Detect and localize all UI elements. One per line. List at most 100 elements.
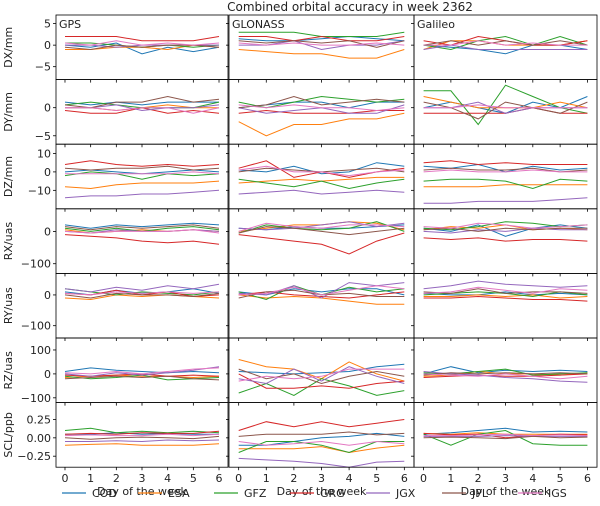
- legend-label: GRG: [320, 487, 345, 500]
- y-tick-label: 100: [30, 344, 51, 357]
- series-line-jgx: [423, 371, 588, 383]
- series-line-esa: [64, 180, 220, 190]
- panel-0-2: Galileo: [411, 14, 598, 83]
- series-line-igs: [65, 107, 220, 114]
- series-line-jpl: [64, 292, 220, 299]
- x-tick-label: 6: [401, 472, 408, 485]
- x-tick-label: 3: [139, 472, 146, 485]
- series-line-jpl: [238, 95, 405, 109]
- legend-item-jpl: JPL: [442, 487, 489, 500]
- series-line-grg: [423, 373, 588, 378]
- panel-3-0: −100 0: [21, 208, 229, 277]
- series-line-cod: [238, 162, 405, 175]
- x-tick-label: 4: [346, 472, 353, 485]
- x-tick-label: 6: [216, 472, 223, 485]
- series-line-igs: [64, 229, 220, 234]
- series-line-jpl: [423, 435, 588, 440]
- series-line-grg: [65, 36, 220, 42]
- series-line-jgx: [238, 221, 405, 231]
- series-line-igs: [423, 169, 588, 173]
- series-line-igs: [64, 291, 220, 296]
- panel-4-0: −100 0: [21, 272, 229, 341]
- legend-item-jgx: JGX: [366, 487, 416, 500]
- legend-label: IGS: [548, 487, 567, 500]
- chart-title: Combined orbital accuracy in week 2362: [227, 0, 473, 14]
- series-line-igs: [64, 367, 220, 375]
- series-line-igs: [423, 104, 588, 109]
- series-line-jpl: [423, 372, 588, 376]
- series-line-grg: [238, 373, 405, 389]
- legend-item-grg: GRG: [290, 487, 345, 500]
- series-line-jpl: [64, 165, 220, 171]
- ylabel-6: SCL/ppb: [2, 412, 15, 457]
- panel-frame: [55, 143, 229, 210]
- series-line-cod: [238, 363, 405, 375]
- series-line-jpl: [423, 288, 588, 294]
- series-line-gfz: [238, 31, 405, 37]
- ylabel-1: DY/mm: [2, 92, 15, 132]
- series-line-jgx: [65, 439, 220, 443]
- series-line-jpl: [64, 375, 220, 381]
- series-line-igs: [64, 433, 220, 437]
- series-line-jgx: [423, 197, 588, 204]
- panel-2-1: [226, 143, 415, 212]
- x-tick-label: 3: [502, 472, 509, 485]
- x-tick-label: 5: [557, 472, 564, 485]
- legend-item-igs: IGS: [518, 487, 567, 500]
- y-tick-label: 0.25: [27, 413, 52, 426]
- series-line-gfz: [64, 427, 220, 434]
- x-tick-label: 4: [529, 472, 536, 485]
- series-line-esa: [423, 184, 588, 188]
- x-tick-label: 1: [263, 472, 270, 485]
- series-line-grg: [64, 234, 220, 245]
- panel-frame: [228, 143, 415, 210]
- series-line-igs: [238, 222, 405, 232]
- series-line-cod: [64, 222, 220, 229]
- xlabel: Day of the week: [277, 485, 367, 498]
- ylabel-3: RX/uas: [2, 222, 15, 261]
- ylabel-4: RY/uas: [2, 287, 15, 324]
- panel-6-0: −0.25 0.00 0.25 0 1 2 3 4 5 6 Day of the week: [17, 402, 229, 498]
- series-line-grg: [423, 237, 588, 242]
- panel-0-1: GLONASS: [226, 14, 415, 83]
- series-line-grg: [64, 160, 220, 167]
- panel-5-2: [411, 337, 598, 406]
- series-line-igs: [238, 104, 405, 112]
- y-tick-label: −100: [21, 258, 51, 271]
- series-line-cod: [64, 42, 220, 55]
- series-line-gfz: [423, 178, 588, 190]
- x-tick-label: 2: [113, 472, 120, 485]
- panel-4-2: [411, 272, 598, 341]
- ylabel-2: DZ/mm: [2, 156, 15, 197]
- legend-label: ESA: [168, 487, 190, 500]
- y-tick-label: −100: [21, 320, 51, 333]
- panel-5-1: [226, 337, 415, 406]
- series-line-igs: [423, 222, 588, 229]
- series-line-jgx: [238, 366, 405, 385]
- y-tick-label: −100: [21, 392, 51, 405]
- y-tick-label: 0.00: [27, 432, 52, 445]
- panel-frame: [413, 272, 598, 339]
- series-line-igs: [238, 165, 405, 177]
- series-line-gfz: [423, 84, 588, 126]
- legend-item-esa: ESA: [138, 487, 190, 500]
- series-line-cod: [423, 224, 588, 237]
- xlabel: Day of the week: [97, 485, 187, 498]
- series-line-gfz: [238, 178, 405, 190]
- series-line-cod: [238, 35, 405, 42]
- ylabel-0: DX/mm: [2, 27, 15, 68]
- panel-1-0: −5 0: [35, 79, 229, 148]
- series-line-cod: [423, 427, 588, 435]
- panel-3-2: [411, 208, 598, 277]
- panel-frame: [55, 337, 229, 403]
- series-line-igs: [65, 171, 220, 175]
- series-line-esa: [238, 112, 405, 137]
- panel-3-1: [226, 208, 415, 277]
- x-tick-label: 0: [420, 472, 427, 485]
- series-line-jgx: [238, 104, 405, 114]
- series-line-jgx: [238, 282, 405, 299]
- series-line-grg: [238, 35, 405, 42]
- series-line-jpl: [238, 226, 405, 236]
- series-line-jpl: [423, 40, 588, 46]
